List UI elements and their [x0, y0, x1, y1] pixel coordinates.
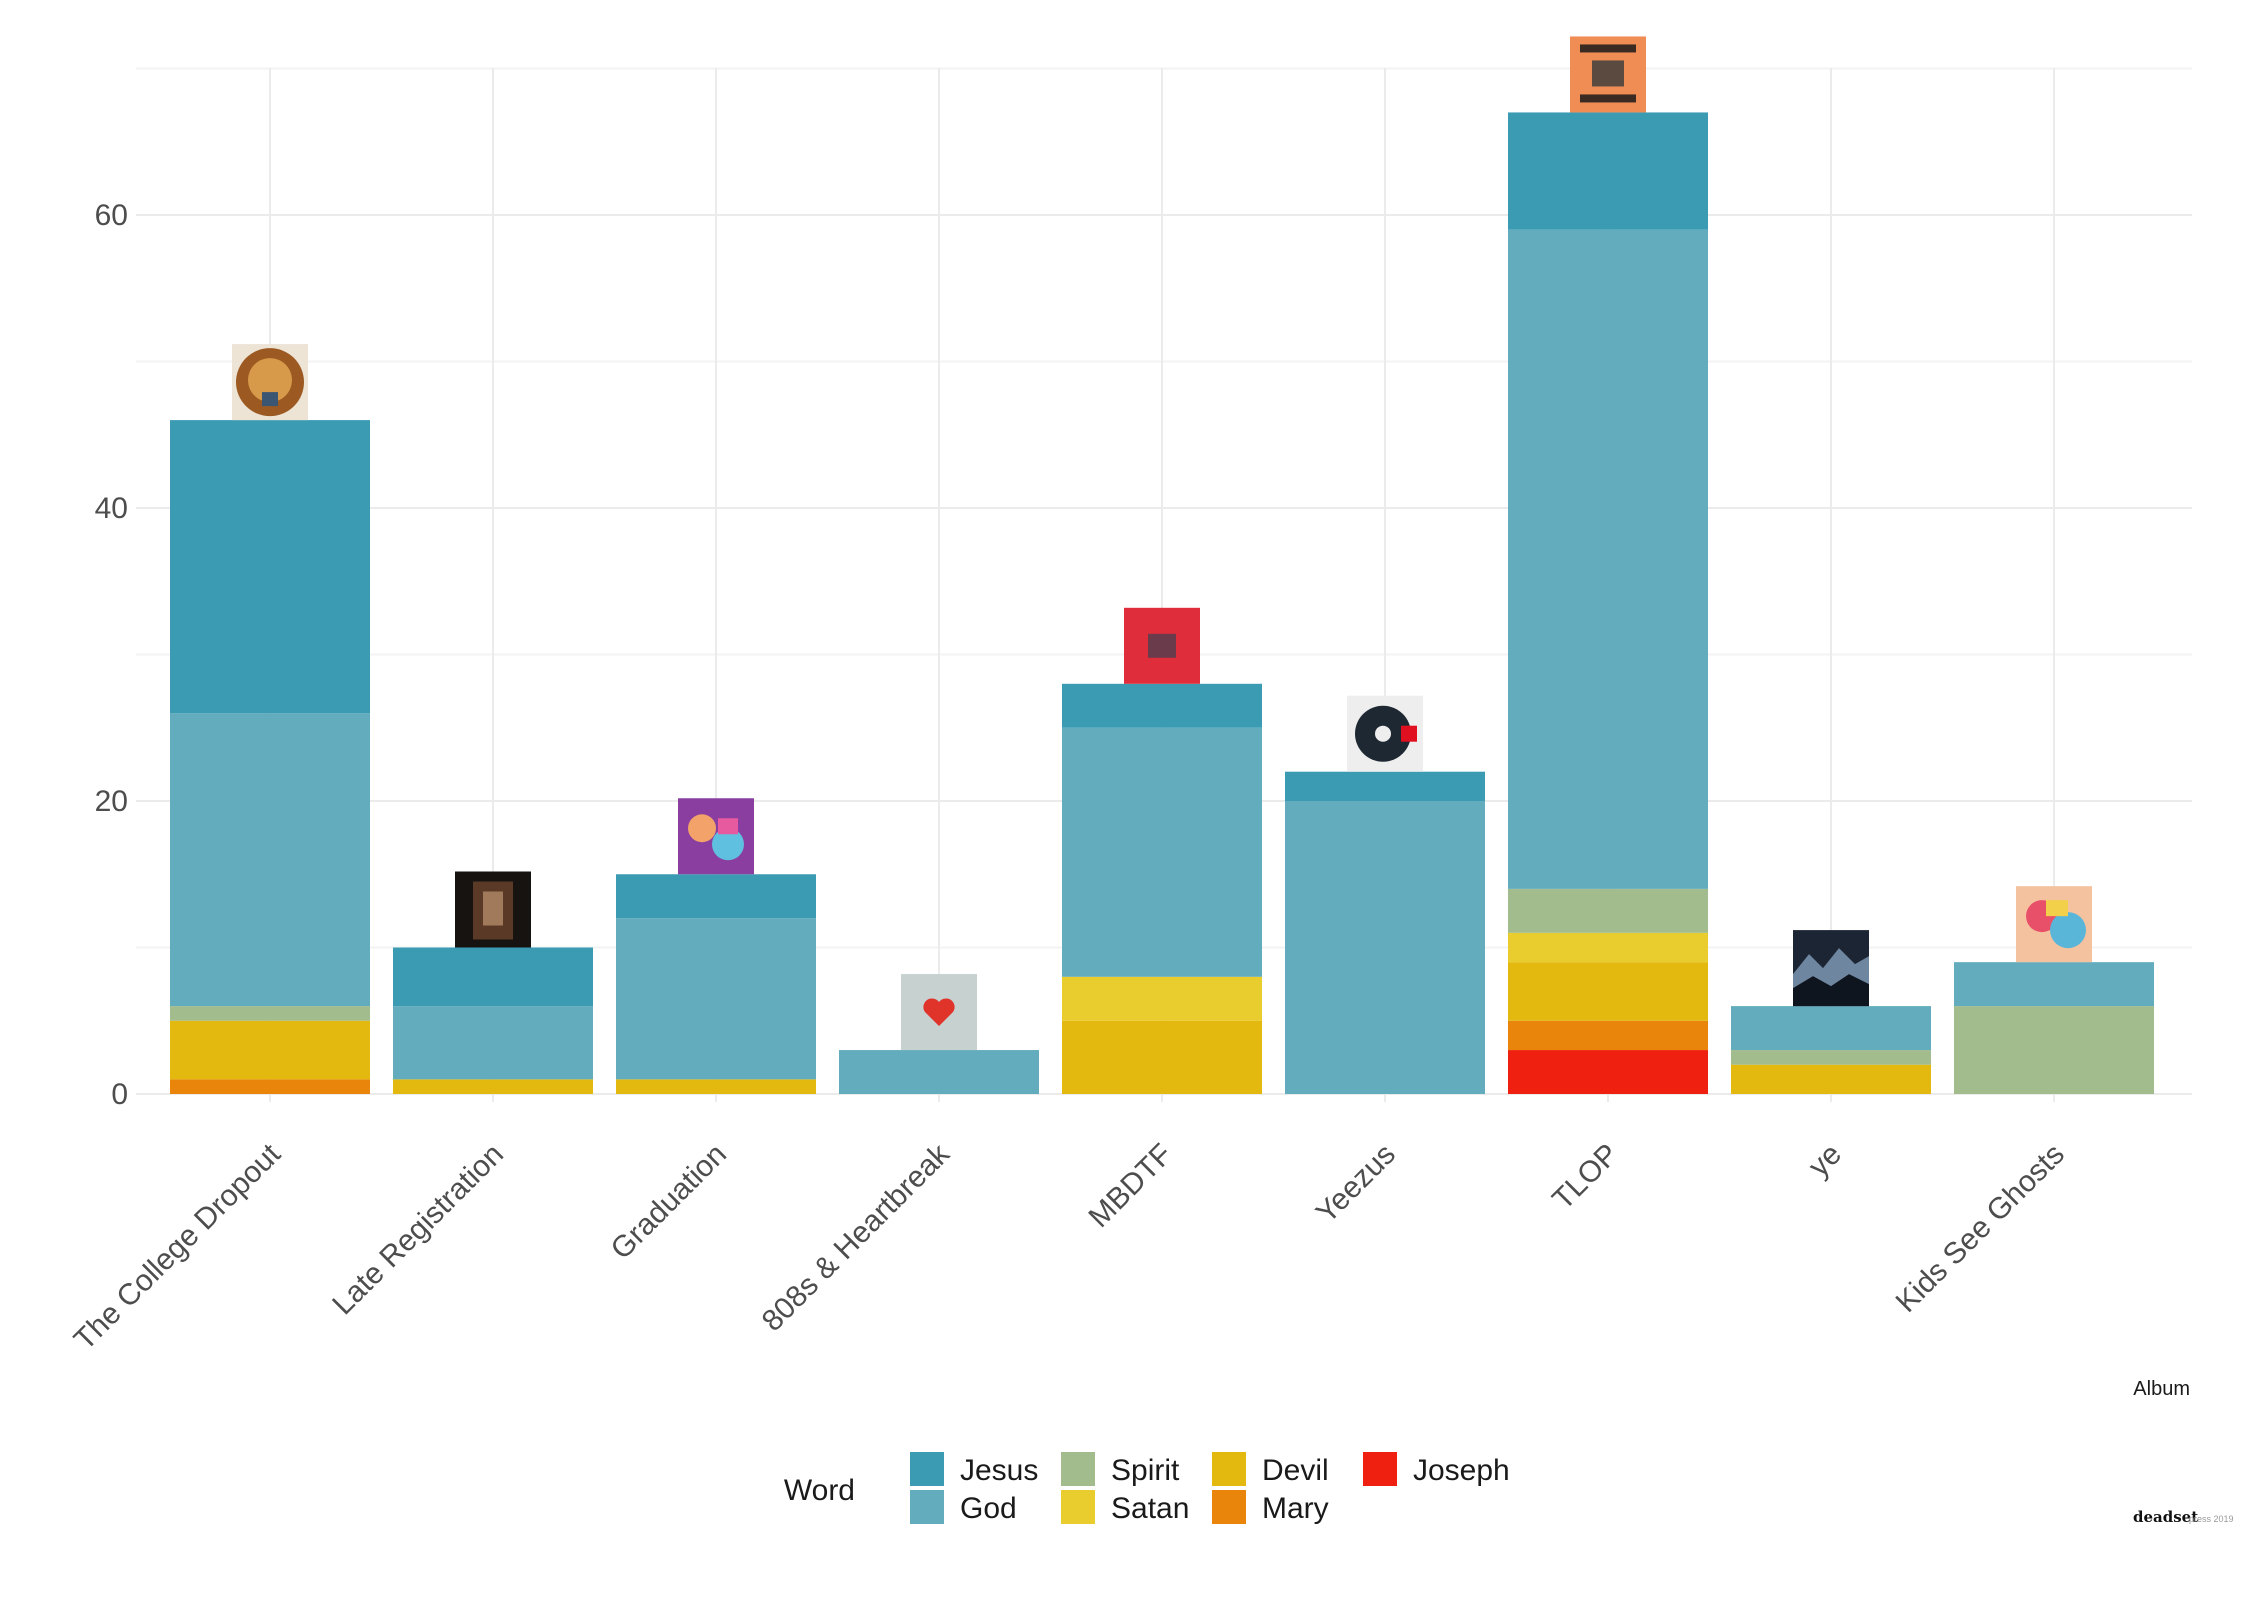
- bar-segment-kids-see-ghosts-god: [1954, 962, 2154, 1007]
- bar-segment-ye-god: [1731, 1006, 1931, 1051]
- legend: Word Jesus God Spirit Satan Devil Mary Joseph: [784, 1452, 1510, 1525]
- cover-text-block: [1580, 44, 1636, 53]
- legend-key-jesus: [910, 1452, 944, 1486]
- bar-segment-tlop-satan: [1508, 932, 1708, 963]
- legend-label-god: God: [960, 1492, 1017, 1525]
- album-cover-kids-see-ghosts: [2016, 886, 2092, 963]
- bar-segment-tlop-mary: [1508, 1020, 1708, 1051]
- bar-segment-yeezus-jesus: [1285, 771, 1485, 801]
- cd-hole: [1375, 725, 1391, 742]
- bar-segment-yeezus-god: [1285, 801, 1485, 1094]
- cover-bear-face: [248, 358, 292, 403]
- cover-photo: [1592, 60, 1624, 87]
- legend-key-mary: [1212, 1490, 1246, 1524]
- bar-segment-808s-and-heartbreak-god: [839, 1050, 1039, 1094]
- y-tick-label: 60: [95, 199, 128, 232]
- bar-segment-the-college-dropout-spirit: [170, 1006, 370, 1021]
- bar-segment-late-registration-god: [393, 1006, 593, 1080]
- bar-segment-graduation-god: [616, 918, 816, 1080]
- bar-segment-mbdtf-god: [1062, 727, 1262, 977]
- credit: deadset press 2019: [2133, 1508, 2234, 1526]
- bar-segment-mbdtf-devil: [1062, 1020, 1262, 1094]
- y-axis-tick-labels: 0 20 40 60: [95, 199, 128, 1111]
- bar-segment-graduation-jesus: [616, 874, 816, 919]
- bar-segment-mbdtf-jesus: [1062, 683, 1262, 728]
- legend-key-joseph: [1363, 1452, 1397, 1486]
- bar-segment-ye-spirit: [1731, 1050, 1931, 1065]
- cover-detail: [712, 828, 744, 861]
- legend-key-satan: [1061, 1490, 1095, 1524]
- bar-segment-the-college-dropout-jesus: [170, 420, 370, 714]
- bar-segment-the-college-dropout-god: [170, 713, 370, 1007]
- cover-detail: [2050, 912, 2086, 949]
- album-cover-the-college-dropout: [232, 344, 308, 421]
- y-tick-label: 0: [111, 1078, 128, 1111]
- legend-label-mary: Mary: [1262, 1492, 1329, 1525]
- bars: [170, 112, 2154, 1094]
- cover-text-block: [1580, 94, 1636, 103]
- x-axis-title: Album: [2133, 1378, 2190, 1400]
- legend-label-jesus: Jesus: [960, 1454, 1038, 1487]
- album-cover-tlop: [1570, 36, 1646, 113]
- album-cover-mbdtf: [1124, 607, 1200, 684]
- mountain-shadow: [1793, 974, 1869, 1007]
- red-tape-icon: [1401, 725, 1417, 742]
- bar-segment-tlop-devil: [1508, 962, 1708, 1021]
- album-cover-graduation: [678, 798, 754, 875]
- legend-label-devil: Devil: [1262, 1454, 1329, 1487]
- y-tick-label: 40: [95, 492, 128, 525]
- credit-name: deadset: [2133, 1508, 2198, 1526]
- bar-segment-graduation-devil: [616, 1079, 816, 1094]
- legend-key-spirit: [1061, 1452, 1095, 1486]
- y-tick-label: 20: [95, 785, 128, 818]
- cover-detail: [483, 891, 503, 926]
- legend-key-devil: [1212, 1452, 1246, 1486]
- album-cover-yeezus: [1347, 695, 1423, 772]
- legend-title: Word: [784, 1474, 855, 1507]
- bar-segment-kids-see-ghosts-spirit: [1954, 1006, 2154, 1094]
- album-cover-late-registration: [455, 871, 531, 948]
- bar-segment-late-registration-devil: [393, 1079, 593, 1094]
- cover-detail: [688, 814, 716, 843]
- bar-segment-the-college-dropout-mary: [170, 1079, 370, 1094]
- bar-segment-tlop-god: [1508, 229, 1708, 889]
- heart-icon: [923, 998, 955, 1027]
- album-cover-808s-and-heartbreak: [901, 974, 977, 1051]
- bar-segment-tlop-jesus: [1508, 112, 1708, 230]
- bar-segment-mbdtf-satan: [1062, 976, 1262, 1021]
- legend-key-god: [910, 1490, 944, 1524]
- bar-segment-ye-devil: [1731, 1064, 1931, 1094]
- bar-segment-the-college-dropout-devil: [170, 1020, 370, 1080]
- legend-label-spirit: Spirit: [1111, 1454, 1180, 1487]
- credit-sub: press 2019: [2189, 1514, 2234, 1524]
- cover-detail: [718, 818, 738, 835]
- legend-label-joseph: Joseph: [1413, 1454, 1510, 1487]
- legend-label-satan: Satan: [1111, 1492, 1189, 1525]
- album-covers: [232, 36, 2092, 1051]
- bar-segment-tlop-spirit: [1508, 888, 1708, 933]
- bar-segment-late-registration-jesus: [393, 947, 593, 1007]
- album-cover-ye: [1793, 930, 1869, 1007]
- cover-detail: [2046, 900, 2068, 917]
- bar-segment-tlop-joseph: [1508, 1050, 1708, 1094]
- cover-painting: [1148, 633, 1176, 658]
- cover-detail: [262, 392, 278, 407]
